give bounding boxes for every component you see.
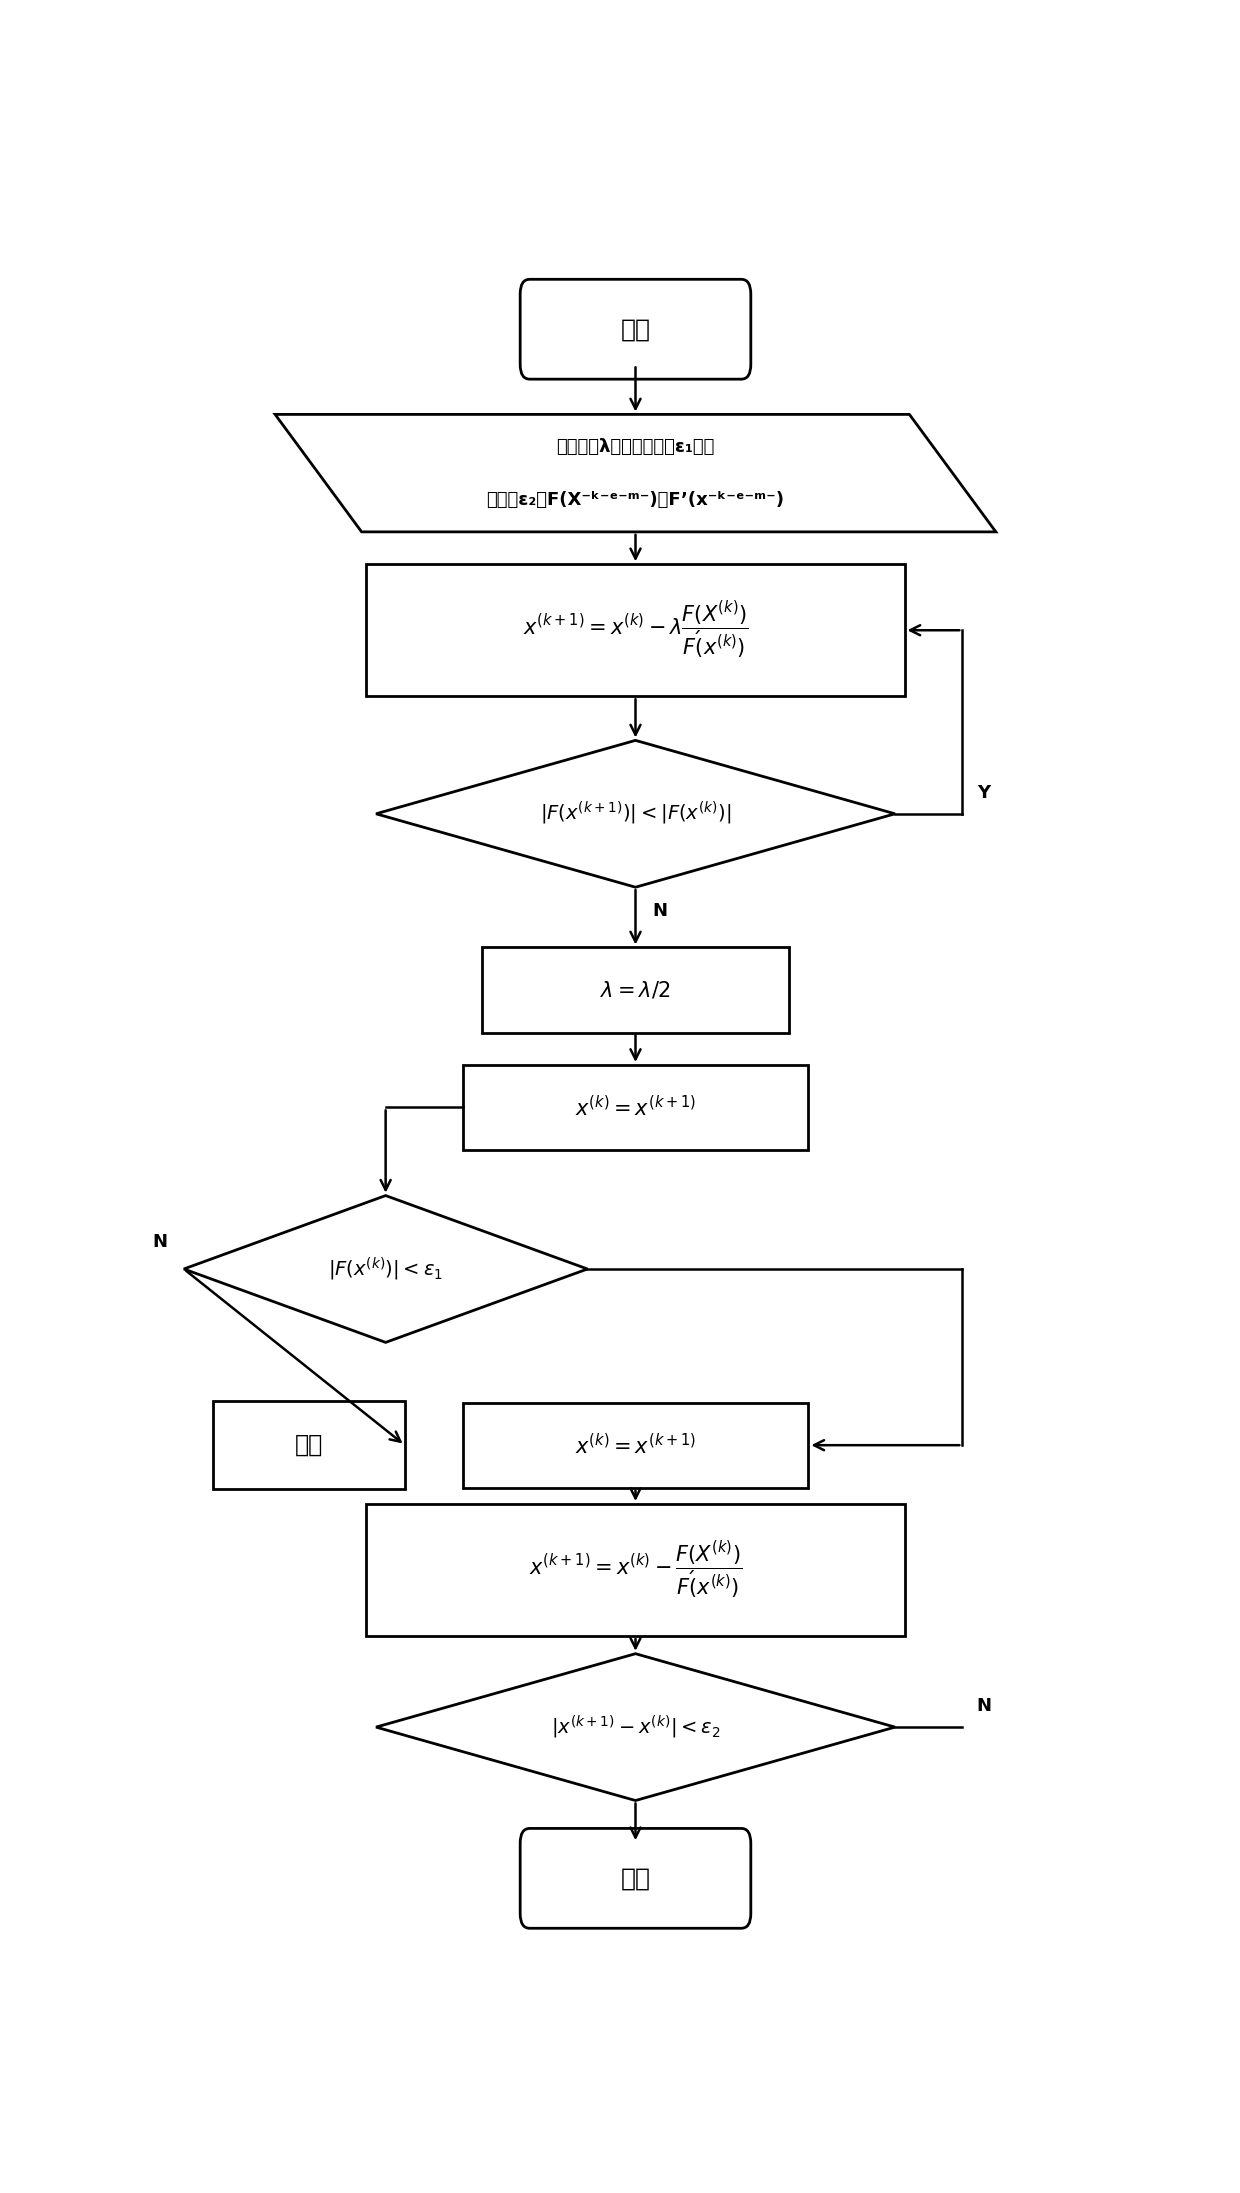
Bar xyxy=(481,947,789,1033)
Polygon shape xyxy=(184,1195,588,1342)
Text: 退出: 退出 xyxy=(295,1434,322,1456)
Text: 误差限ε₂、F(X⁻ᵏ⁻ᵉ⁻ᵐ⁻)、F’(x⁻ᵏ⁻ᵉ⁻ᵐ⁻): 误差限ε₂、F(X⁻ᵏ⁻ᵉ⁻ᵐ⁻)、F’(x⁻ᵏ⁻ᵉ⁻ᵐ⁻) xyxy=(486,491,785,509)
FancyBboxPatch shape xyxy=(521,279,751,379)
Bar xyxy=(367,1504,905,1636)
Text: $\lambda = \lambda/2$: $\lambda = \lambda/2$ xyxy=(600,980,671,1000)
Text: N: N xyxy=(153,1232,167,1252)
Text: 结束: 结束 xyxy=(620,1866,651,1890)
Text: N: N xyxy=(652,901,668,919)
Text: $x^{(k+1)} = x^{(k)} - \lambda\dfrac{F(X^{(k)})}{F\'(x^{(k)})}$: $x^{(k+1)} = x^{(k)} - \lambda\dfrac{F(X… xyxy=(523,599,748,660)
Text: $|x^{(k+1)} - x^{(k)}| < \varepsilon_2$: $|x^{(k+1)} - x^{(k)}| < \varepsilon_2$ xyxy=(551,1713,720,1741)
Polygon shape xyxy=(376,1654,895,1800)
Text: $x^{(k+1)} = x^{(k)} - \dfrac{F(X^{(k)})}{F\'(x^{(k)})}$: $x^{(k+1)} = x^{(k)} - \dfrac{F(X^{(k)})… xyxy=(529,1539,742,1601)
Polygon shape xyxy=(275,414,996,533)
Text: $|F(x^{(k+1)})| < |F(x^{(k)})|$: $|F(x^{(k+1)})| < |F(x^{(k)})|$ xyxy=(539,800,732,827)
Text: 开始: 开始 xyxy=(620,318,651,342)
Text: Y: Y xyxy=(977,785,990,803)
Text: N: N xyxy=(977,1697,992,1715)
Text: 下山因子λ、残量精确度ε₁、根: 下山因子λ、残量精确度ε₁、根 xyxy=(557,439,714,456)
Text: $x^{(k)} = x^{(k+1)}$: $x^{(k)} = x^{(k+1)}$ xyxy=(575,1094,696,1121)
Text: $|F(x^{(k)})| < \varepsilon_1$: $|F(x^{(k)})| < \varepsilon_1$ xyxy=(329,1254,443,1283)
Bar xyxy=(367,564,905,697)
Text: $x^{(k)} = x^{(k+1)}$: $x^{(k)} = x^{(k+1)}$ xyxy=(575,1432,696,1458)
Bar xyxy=(463,1404,808,1487)
FancyBboxPatch shape xyxy=(521,1829,751,1928)
Bar xyxy=(463,1066,808,1149)
Bar xyxy=(213,1401,404,1489)
Polygon shape xyxy=(376,741,895,888)
